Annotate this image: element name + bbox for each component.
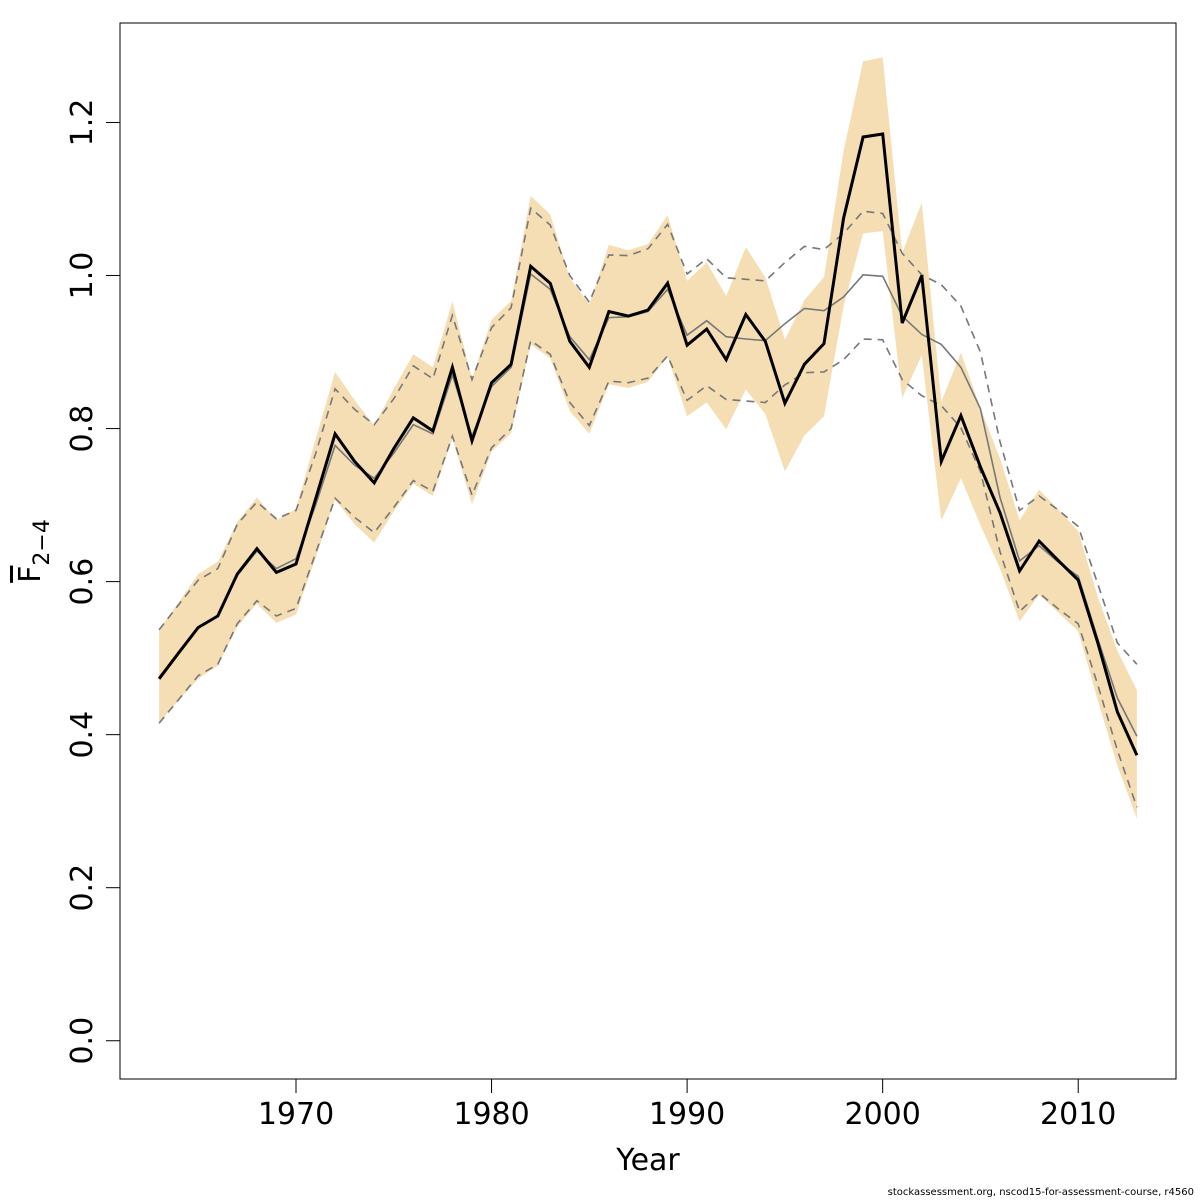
y-tick-label: 0.2 — [65, 864, 100, 912]
x-tick-label: 2000 — [844, 1097, 920, 1132]
x-tick-label: 1990 — [649, 1097, 725, 1132]
y-tick-label: 0.0 — [65, 1017, 100, 1065]
estimate-line — [157, 132, 1139, 756]
y-axis-title-base: F — [13, 566, 48, 583]
y-tick-label: 1.2 — [65, 99, 100, 147]
footer-source: stockassessment.org, nscod15-for-assessm… — [887, 1187, 1194, 1198]
x-tick-label: 1970 — [258, 1097, 334, 1132]
y-axis-title: F2−4 — [13, 519, 55, 583]
y-axis-title-subscript: 2−4 — [30, 519, 55, 565]
y-tick-label: 1.0 — [65, 252, 100, 300]
reference-upper-dashed-line — [158, 206, 1138, 665]
y-axis: 0.0 0.2 0.4 0.6 0.8 1.0 1.2 — [65, 99, 121, 1065]
y-tick-label: 0.4 — [65, 711, 100, 759]
confidence-band — [159, 57, 1137, 819]
y-tick-label: 0.6 — [65, 558, 100, 606]
series-layer — [157, 132, 1139, 808]
confidence-band-layer — [159, 57, 1137, 819]
x-tick-label: 2010 — [1040, 1097, 1116, 1132]
x-axis-title: Year — [615, 1143, 680, 1178]
reference-lower-dashed-line — [158, 338, 1138, 808]
y-tick-label: 0.8 — [65, 405, 100, 453]
svg-text:F2−4: F2−4 — [13, 519, 55, 583]
x-axis: 1970 1980 1990 2000 2010 — [258, 1078, 1116, 1132]
x-tick-label: 1980 — [453, 1097, 529, 1132]
